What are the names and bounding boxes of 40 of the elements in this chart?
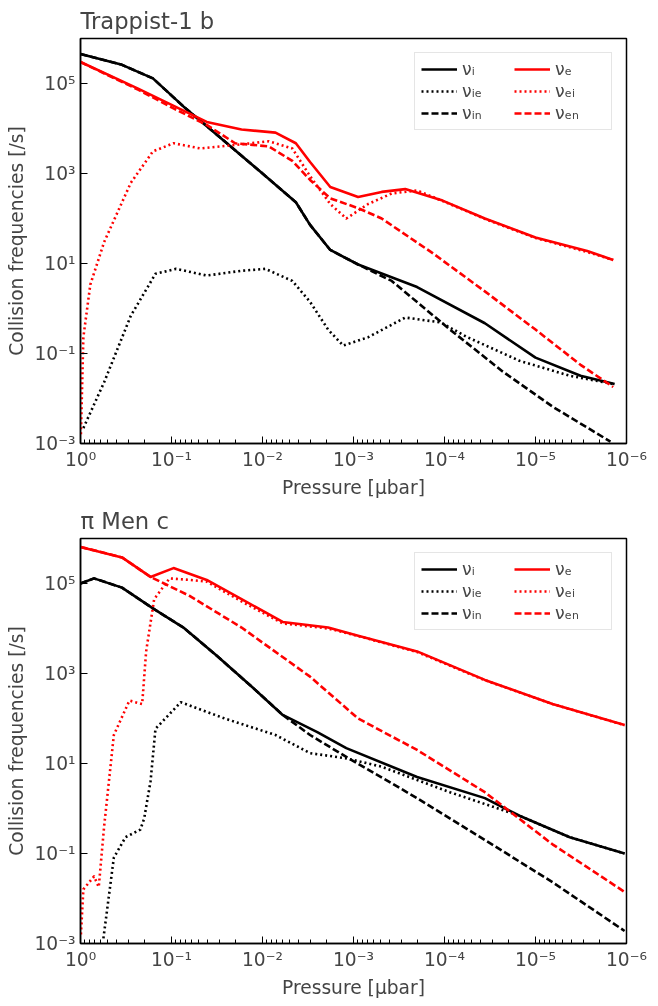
x-tick-label: 10⁻⁶ [605, 948, 648, 970]
y-axis-title: Collision frequencies [/s] [6, 126, 28, 356]
chart-title: π Men c [80, 507, 169, 534]
x-tick-label: 10⁰ [64, 448, 97, 470]
x-axis-title: Pressure [μbar] [282, 476, 425, 498]
legend-label: νₑₙ [555, 103, 580, 123]
legend-label: νᵢ [462, 59, 476, 79]
y-tick-label: 10¹ [44, 253, 76, 274]
legend-label: νᵢ [462, 559, 476, 579]
x-tick-label: 10⁻² [241, 948, 284, 970]
legend-label: νₑᵢ [555, 581, 576, 601]
chart-title: Trappist-1 b [79, 7, 215, 34]
x-tick-label: 10⁻² [241, 448, 284, 470]
x-tick-label: 10⁻⁴ [423, 448, 466, 470]
x-tick-label: 10⁻¹ [150, 448, 193, 470]
x-tick-label: 10⁻³ [332, 948, 375, 970]
x-tick-label: 10⁻⁵ [514, 948, 557, 970]
legend-label: νᵢₑ [462, 581, 483, 601]
y-tick-label: 10⁻¹ [34, 343, 76, 364]
x-tick-label: 10⁻³ [332, 448, 375, 470]
x-axis-title: Pressure [μbar] [282, 976, 425, 998]
x-tick-label: 10⁻⁴ [423, 948, 466, 970]
legend-label: νᵢₙ [462, 103, 483, 123]
y-tick-label: 10⁻¹ [34, 843, 76, 864]
legend-label: νₑᵢ [555, 81, 576, 101]
x-tick-label: 10⁻⁵ [514, 448, 557, 470]
legend-label: νₑₙ [555, 603, 580, 623]
x-tick-label: 10⁻¹ [150, 948, 193, 970]
x-tick-label: 10⁻⁶ [605, 448, 648, 470]
legend-label: νₑ [555, 559, 573, 579]
x-tick-label: 10⁰ [64, 948, 97, 970]
y-axis-title: Collision frequencies [/s] [6, 626, 28, 856]
y-tick-label: 10⁵ [44, 573, 76, 594]
y-tick-label: 10⁵ [44, 73, 76, 94]
y-tick-label: 10¹ [44, 753, 76, 774]
legend-label: νₑ [555, 59, 573, 79]
legend-label: νᵢₑ [462, 81, 483, 101]
legend-label: νᵢₙ [462, 603, 483, 623]
y-tick-label: 10³ [44, 163, 76, 184]
y-tick-label: 10³ [44, 663, 76, 684]
